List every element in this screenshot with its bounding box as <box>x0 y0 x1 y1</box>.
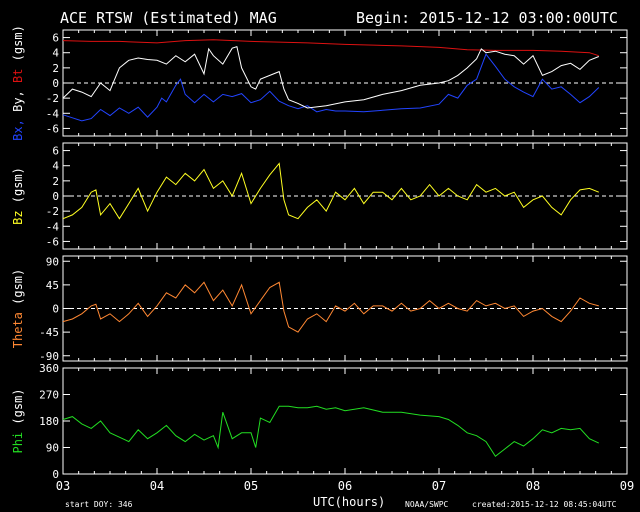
agency: NOAA/SWPC <box>405 500 449 509</box>
y-axis-label-part: Theta <box>11 312 25 348</box>
x-tick-label: 08 <box>526 479 540 493</box>
y-tick-label: -2 <box>46 92 59 105</box>
x-tick-label: 09 <box>620 479 634 493</box>
y-tick-label: -2 <box>46 205 59 218</box>
x-tick-label: 05 <box>244 479 258 493</box>
y-axis-label: Bz (gsm) <box>11 167 25 225</box>
y-tick-label: 0 <box>52 303 59 316</box>
y-axis-label: Theta (gsm) <box>11 269 25 348</box>
x-tick-label: 07 <box>432 479 446 493</box>
y-axis-label-part: (gsm) <box>11 167 25 210</box>
x-axis-label: UTC(hours) <box>313 495 385 509</box>
y-tick-label: 45 <box>46 279 59 292</box>
series-line-bz <box>62 162 599 220</box>
y-axis-label-part: Bx, <box>11 119 25 141</box>
y-tick-label: -6 <box>46 122 59 135</box>
created-time: created:2015-12-12 08:45:04UTC <box>472 500 617 509</box>
y-axis-label: Bx, By, Bt (gsm) <box>11 25 25 141</box>
y-tick-label: 6 <box>52 145 59 158</box>
panel-frame <box>62 367 628 475</box>
y-axis-label-part: (gsm) <box>11 388 25 431</box>
begin-time: Begin: 2015-12-12 03:00:00UTC <box>356 9 618 27</box>
y-tick-label: -4 <box>46 220 60 233</box>
y-tick-label: 6 <box>52 32 59 45</box>
x-tick-label: 03 <box>56 479 70 493</box>
y-tick-label: 4 <box>52 47 59 60</box>
y-axis-label-part: Bz <box>11 210 25 224</box>
y-axis-label-part: (gsm) <box>11 269 25 312</box>
y-axis-label-part: By, <box>11 90 25 119</box>
y-tick-label: 90 <box>46 255 59 268</box>
series-line-by <box>62 46 599 109</box>
y-tick-label: 4 <box>52 160 59 173</box>
start-doy: start DOY: 346 <box>65 500 133 509</box>
y-tick-label: 90 <box>46 442 59 455</box>
series-line-phi <box>62 405 600 458</box>
y-tick-label: 270 <box>39 389 59 402</box>
series-line-bx <box>62 53 600 122</box>
title: ACE RTSW (Estimated) MAG <box>60 9 277 27</box>
y-tick-label: 0 <box>52 468 59 481</box>
y-axis-label-part: Bt <box>11 69 25 91</box>
series-line-theta <box>62 281 599 333</box>
y-tick-label: 0 <box>52 77 59 90</box>
y-axis-label-part: Phi <box>11 432 25 454</box>
y-tick-label: 2 <box>52 62 59 75</box>
series-line-bt <box>62 39 599 57</box>
y-tick-label: -45 <box>39 326 59 339</box>
y-axis-label: Phi (gsm) <box>11 388 25 453</box>
y-tick-label: 2 <box>52 175 59 188</box>
y-axis-label-part: (gsm) <box>11 25 25 68</box>
y-tick-label: 360 <box>39 362 59 375</box>
y-tick-label: -6 <box>46 235 59 248</box>
y-tick-label: 180 <box>39 415 59 428</box>
x-tick-label: 06 <box>338 479 352 493</box>
y-tick-label: -4 <box>46 107 60 120</box>
y-tick-label: 0 <box>52 190 59 203</box>
y-tick-label: -90 <box>39 350 59 363</box>
x-tick-label: 04 <box>150 479 164 493</box>
